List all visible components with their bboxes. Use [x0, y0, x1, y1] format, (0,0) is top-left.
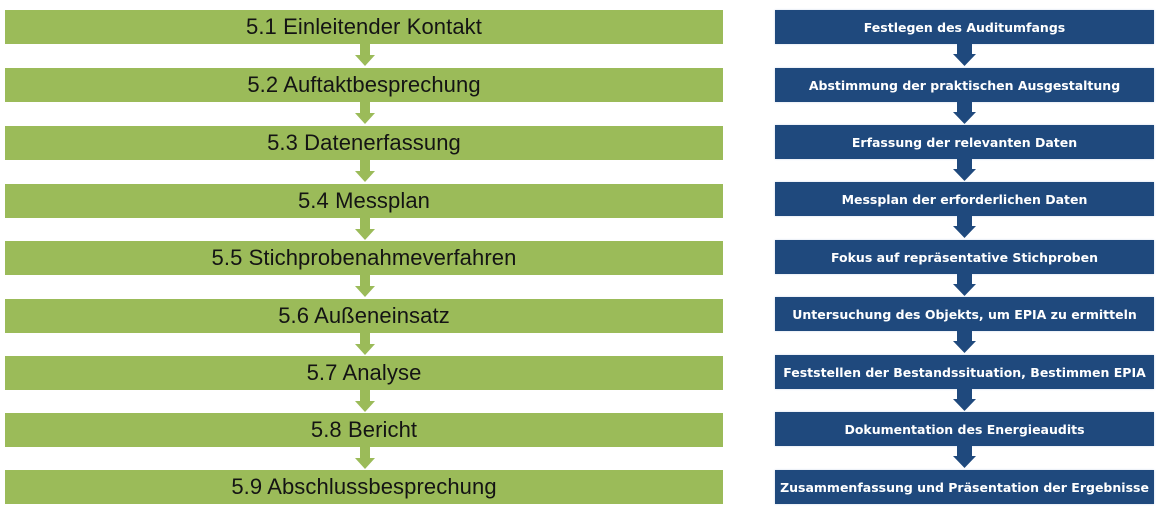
arrow-down-icon — [355, 275, 375, 297]
arrow-down-icon — [355, 390, 375, 412]
activity-box-1: Festlegen des Auditumfangs — [775, 10, 1154, 44]
phase-box-5-6: 5.6 Außeneinsatz — [5, 299, 723, 333]
activity-box-5: Fokus auf repräsentative Stichproben — [775, 240, 1154, 274]
phase-box-5-4: 5.4 Messplan — [5, 184, 723, 218]
activity-box-3: Erfassung der relevanten Daten — [775, 125, 1154, 159]
phase-label: 5.9 Abschlussbesprechung — [231, 474, 497, 499]
activity-box-4: Messplan der erforderlichen Daten — [775, 182, 1154, 216]
phase-label: 5.1 Einleitender Kontakt — [246, 14, 482, 39]
phase-label: 5.8 Bericht — [310, 417, 418, 442]
arrow-down-icon — [953, 274, 976, 296]
arrow-down-icon — [355, 160, 375, 182]
arrow-down-icon — [953, 389, 976, 411]
arrow-down-icon — [355, 333, 375, 355]
phase-box-5-2: 5.2 Auftaktbesprechung — [5, 68, 723, 102]
phase-label: 5.4 Messplan — [297, 188, 431, 213]
phase-box-5-5: 5.5 Stichprobenahmeverfahren — [5, 241, 723, 275]
phase-box-5-8: 5.8 Bericht — [5, 413, 723, 447]
phase-box-5-1: 5.1 Einleitender Kontakt — [5, 10, 723, 44]
phase-label: 5.2 Auftaktbesprechung — [247, 72, 481, 97]
activity-label: Messplan der erforderlichen Daten — [841, 191, 1088, 207]
activity-label: Erfassung der relevanten Daten — [851, 134, 1078, 150]
activity-label: Fokus auf repräsentative Stichproben — [831, 249, 1098, 265]
phase-label: 5.3 Datenerfassung — [267, 130, 461, 155]
arrow-down-icon — [953, 446, 976, 468]
phase-box-5-7: 5.7 Analyse — [5, 356, 723, 390]
arrow-down-icon — [953, 102, 976, 124]
phase-label: 5.7 Analyse — [306, 360, 422, 385]
phase-label: 5.5 Stichprobenahmeverfahren — [211, 245, 517, 270]
activity-box-2: Abstimmung der praktischen Ausgestaltung — [775, 68, 1154, 102]
arrow-down-icon — [953, 44, 976, 66]
arrow-down-icon — [355, 44, 375, 66]
phase-box-5-9: 5.9 Abschlussbesprechung — [5, 470, 723, 504]
activity-box-7: Feststellen der Bestandssituation, Besti… — [775, 355, 1154, 389]
phase-label: 5.6 Außeneinsatz — [278, 303, 450, 328]
activity-label: Zusammenfassung und Präsentation der Erg… — [780, 479, 1149, 495]
arrow-down-icon — [355, 218, 375, 240]
activity-label: Dokumentation des Energieaudits — [844, 421, 1085, 437]
arrow-down-icon — [953, 216, 976, 238]
phase-box-5-3: 5.3 Datenerfassung — [5, 126, 723, 160]
arrow-down-icon — [953, 159, 976, 181]
activity-label: Festlegen des Auditumfangs — [863, 19, 1066, 35]
arrow-down-icon — [355, 447, 375, 469]
activity-label: Untersuchung des Objekts, um EPIA zu erm… — [792, 306, 1137, 322]
activity-box-6: Untersuchung des Objekts, um EPIA zu erm… — [775, 297, 1154, 331]
arrow-down-icon — [355, 102, 375, 124]
activity-label: Feststellen der Bestandssituation, Besti… — [783, 364, 1146, 380]
activity-label: Abstimmung der praktischen Ausgestaltung — [808, 77, 1121, 93]
activity-box-8: Dokumentation des Energieaudits — [775, 412, 1154, 446]
arrow-down-icon — [953, 331, 976, 353]
activity-box-9: Zusammenfassung und Präsentation der Erg… — [775, 470, 1154, 504]
